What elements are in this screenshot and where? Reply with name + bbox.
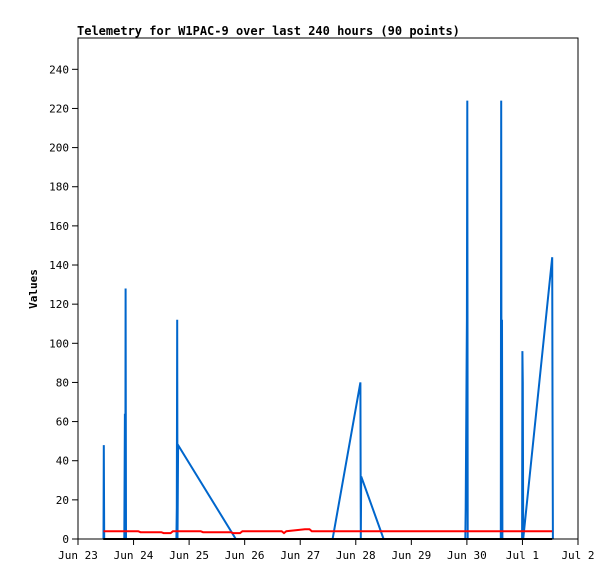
series-line-0 [102, 100, 554, 540]
x-tick-label: Jul 1 [506, 549, 539, 562]
x-tick-label: Jun 23 [58, 549, 98, 562]
series-line-1 [103, 528, 553, 535]
y-tick-label: 160 [49, 220, 69, 233]
x-tick-label: Jun 26 [225, 549, 265, 562]
x-tick-label: Jun 29 [391, 549, 431, 562]
y-tick-label: 100 [49, 337, 69, 350]
x-tick-label: Jun 30 [447, 549, 487, 562]
y-axis-label: Values [27, 269, 40, 309]
y-axis: 0 20 40 60 80 100 120 140 160 180 200 220 240 [49, 63, 78, 546]
y-tick-label: 140 [49, 259, 69, 272]
series-layer [102, 100, 554, 540]
x-tick-label: Jun 28 [336, 549, 376, 562]
y-tick-label: 120 [49, 298, 69, 311]
y-tick-label: 40 [56, 455, 69, 468]
x-tick-label: Jun 24 [114, 549, 154, 562]
chart-title: Telemetry for W1PAC-9 over last 240 hour… [77, 24, 460, 38]
y-tick-label: 60 [56, 416, 69, 429]
x-axis: Jun 23 Jun 24 Jun 25 Jun 26 Jun 27 Jun 28 Jun … [58, 539, 595, 562]
x-tick-label: Jun 27 [280, 549, 320, 562]
x-tick-label: Jul 2 [561, 549, 594, 562]
x-tick-label: Jun 25 [169, 549, 209, 562]
y-tick-label: 240 [49, 63, 69, 76]
y-tick-label: 0 [62, 533, 69, 546]
y-tick-label: 20 [56, 494, 69, 507]
plot-frame [77, 37, 579, 540]
y-tick-label: 80 [56, 376, 69, 389]
y-tick-label: 220 [49, 102, 69, 115]
y-tick-label: 180 [49, 181, 69, 194]
y-tick-label: 200 [49, 142, 69, 155]
